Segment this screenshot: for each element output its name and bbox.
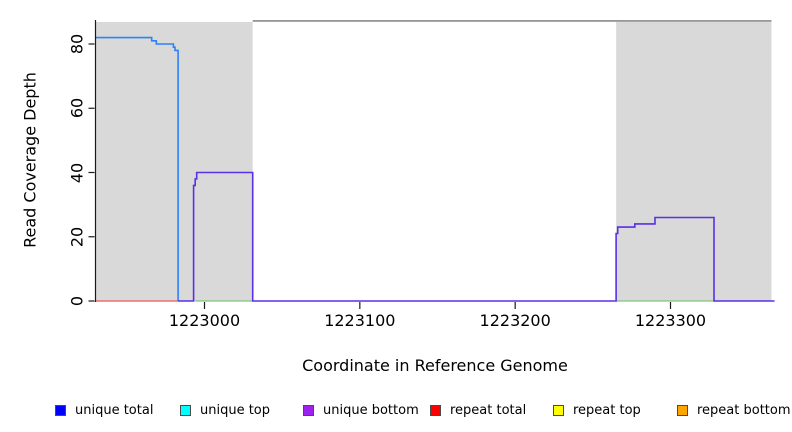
- legend-swatch-icon: [180, 404, 191, 416]
- x-tick-label: 1223100: [324, 311, 396, 330]
- legend-swatch-icon: [55, 404, 66, 416]
- series-unique-coverage-blue: [95, 36, 179, 301]
- legend-item-repeat-top: repeat top: [553, 401, 641, 419]
- legend-label: unique top: [200, 402, 271, 418]
- y-tick-label: 40: [67, 162, 87, 183]
- legend-label: repeat top: [573, 402, 641, 418]
- legend-item-repeat-bottom: repeat bottom: [677, 401, 791, 419]
- legend-label: unique bottom: [323, 402, 419, 418]
- legend-item-unique-total: unique total: [55, 401, 153, 419]
- x-tick-label: 1223000: [168, 311, 241, 330]
- legend-item-repeat-total: repeat total: [430, 401, 526, 419]
- y-axis-title: Read Coverage Depth: [20, 72, 40, 248]
- legend-label: repeat bottom: [697, 402, 791, 418]
- legend-swatch-icon: [553, 404, 564, 416]
- y-tick-label: 20: [67, 226, 87, 247]
- y-tick-label: 0: [67, 295, 87, 307]
- legend-swatch-icon: [303, 404, 314, 416]
- series-unique-bottom-purple: [178, 171, 775, 302]
- legend-label: repeat total: [450, 402, 527, 418]
- y-tick-label: 80: [67, 33, 87, 55]
- legend-label: unique total: [75, 402, 154, 418]
- right-gray-region: [616, 22, 772, 301]
- y-tick-label: 60: [67, 98, 87, 119]
- legend-item-unique-bottom: unique bottom: [303, 401, 419, 419]
- legend-swatch-icon: [430, 404, 441, 416]
- legend-item-unique-top: unique top: [180, 401, 270, 419]
- x-axis-title: Coordinate in Reference Genome: [302, 356, 568, 375]
- left-gray-region: [95, 22, 253, 301]
- x-tick-label: 1223200: [479, 311, 551, 330]
- x-tick-label: 1223300: [634, 311, 707, 330]
- legend-swatch-icon: [677, 404, 688, 416]
